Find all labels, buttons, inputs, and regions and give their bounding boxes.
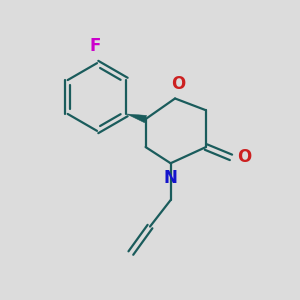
Text: O: O	[238, 148, 252, 166]
Text: O: O	[171, 75, 185, 93]
Text: N: N	[164, 169, 178, 187]
Polygon shape	[126, 114, 147, 123]
Text: F: F	[90, 37, 101, 55]
